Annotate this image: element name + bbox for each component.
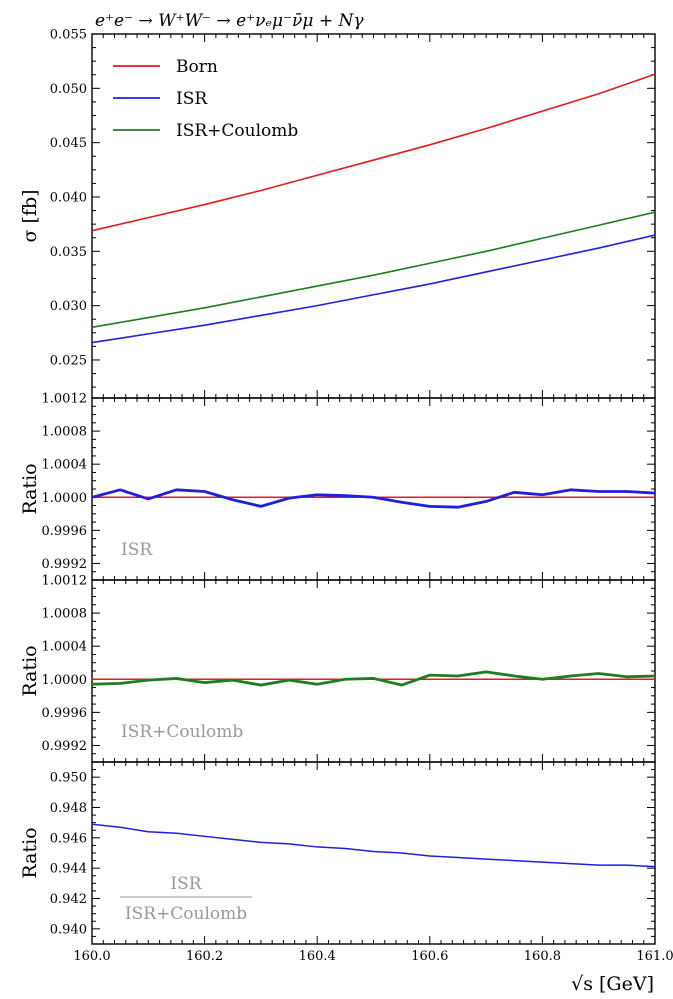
y-tick-label: 1.0000: [42, 491, 88, 506]
panel-3: 0.9992 0.9996 1.0000 1.0004 1.0008 1.0012 Rati…: [19, 574, 656, 763]
panel-annotation: ISR+Coulomb: [121, 722, 243, 742]
y-tick-label: 0.948: [50, 801, 87, 816]
y-tick-label: 0.9992: [42, 557, 88, 572]
y-tick-label: 0.9992: [42, 739, 88, 754]
y-tick-label: 0.025: [50, 353, 87, 368]
panel-4: 0.940 0.942 0.944 0.946 0.948 0.950 Ratio: [19, 761, 656, 945]
y-tick-label: 0.050: [50, 82, 87, 97]
y-tick-label: 1.0000: [42, 673, 88, 688]
x-tick-label: 160.4: [299, 949, 336, 964]
series-group: [92, 73, 655, 344]
series-group: [92, 488, 655, 509]
series-line-isr-coulomb: [92, 211, 655, 329]
ratio-numerator: ISR: [170, 874, 202, 894]
y-tick-label: 1.0004: [42, 640, 88, 655]
x-tick-label: 160.0: [73, 949, 110, 964]
chart-title: e⁺e⁻ → W⁺W⁻ → e⁺νₑμ⁻ν̄μ + Nγ: [95, 11, 364, 31]
series-line-reference: [92, 823, 655, 868]
y-axis-label: Ratio: [19, 463, 41, 514]
y-tick-label: 0.9996: [42, 706, 88, 721]
y-axis-label: Ratio: [19, 645, 41, 696]
y-tick-label: 1.0008: [42, 425, 88, 440]
y-tick-label: 1.0012: [42, 392, 88, 407]
y-tick-label: 0.055: [50, 28, 87, 43]
series-group: [92, 823, 655, 868]
panel-annotation: ISR: [121, 540, 153, 560]
y-tick-label: 0.940: [50, 922, 87, 937]
panel-1: 0.025 0.030 0.035 0.040 0.045 0.050 0.055 σ [fb…: [19, 28, 656, 399]
x-tick-label: 160.2: [186, 949, 223, 964]
x-tick-label: 160.6: [411, 949, 448, 964]
x-axis-label: √s [GeV]: [571, 973, 654, 995]
y-tick-label: 1.0004: [42, 458, 88, 473]
y-tick-label: 0.944: [50, 862, 87, 877]
y-tick-label: 0.950: [50, 771, 87, 786]
series-line-ratio: [92, 670, 655, 687]
y-tick-label: 0.942: [50, 892, 87, 907]
panel-2: 0.9992 0.9996 1.0000 1.0004 1.0008 1.0012 Rati…: [19, 392, 656, 581]
y-tick-label: 0.035: [50, 245, 87, 260]
y-tick-label: 0.9996: [42, 524, 88, 539]
y-tick-label: 1.0012: [42, 574, 88, 589]
ratio-denominator: ISR+Coulomb: [125, 904, 247, 924]
y-tick-label: 0.045: [50, 136, 87, 151]
series-line-born: [92, 73, 655, 232]
y-tick-label: 0.040: [50, 190, 87, 205]
series-line-ratio: [92, 488, 655, 509]
x-tick-label: 160.8: [524, 949, 561, 964]
legend-label: ISR+Coulomb: [176, 121, 298, 141]
series-line-isr: [92, 234, 655, 344]
legend-label: ISR: [176, 89, 208, 109]
x-tick-label: 161.0: [636, 949, 673, 964]
series-group: [92, 670, 655, 687]
legend-label: Born: [176, 57, 218, 77]
y-axis-label: Ratio: [19, 827, 41, 878]
y-tick-label: 0.946: [50, 831, 87, 846]
y-tick-label: 0.030: [50, 299, 87, 314]
y-tick-label: 1.0008: [42, 607, 88, 622]
y-axis-label: σ [fb]: [19, 189, 41, 242]
